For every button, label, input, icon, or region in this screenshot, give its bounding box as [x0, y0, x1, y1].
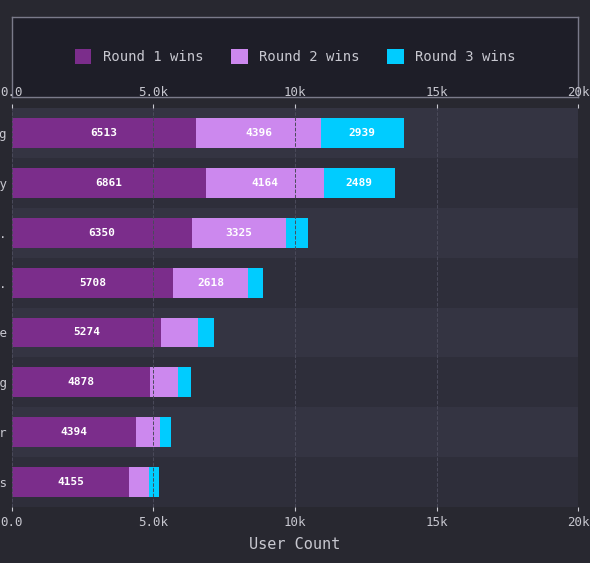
Text: 6513: 6513: [90, 128, 117, 138]
Bar: [286, 218, 309, 248]
Text: 5274: 5274: [73, 328, 100, 337]
Bar: [12, 158, 578, 208]
Bar: [324, 168, 395, 198]
Text: 4396: 4396: [245, 128, 272, 138]
Bar: [12, 358, 578, 407]
Text: 4394: 4394: [61, 427, 87, 437]
Bar: [12, 168, 206, 198]
Bar: [12, 407, 578, 457]
Text: 4878: 4878: [67, 377, 94, 387]
Bar: [12, 467, 129, 497]
Text: 6861: 6861: [96, 178, 123, 188]
Bar: [198, 318, 214, 347]
Text: 4155: 4155: [57, 477, 84, 487]
Text: 3325: 3325: [225, 228, 252, 238]
Legend: Round 1 wins, Round 2 wins, Round 3 wins: Round 1 wins, Round 2 wins, Round 3 wins: [68, 42, 522, 71]
Text: 6350: 6350: [88, 228, 115, 238]
Bar: [12, 258, 578, 307]
Bar: [160, 417, 171, 447]
Bar: [196, 118, 321, 148]
Bar: [173, 268, 248, 298]
Bar: [12, 208, 578, 258]
Bar: [12, 318, 161, 347]
Bar: [150, 367, 178, 397]
Bar: [149, 467, 159, 497]
Bar: [136, 417, 160, 447]
Bar: [161, 318, 198, 347]
Bar: [192, 218, 286, 248]
Bar: [12, 307, 578, 358]
Text: 2939: 2939: [349, 128, 376, 138]
Bar: [178, 367, 191, 397]
Text: 2618: 2618: [197, 278, 224, 288]
Bar: [12, 118, 196, 148]
Bar: [12, 457, 578, 507]
Bar: [12, 367, 150, 397]
Bar: [321, 118, 404, 148]
Bar: [12, 268, 173, 298]
Bar: [12, 109, 578, 158]
Text: 4164: 4164: [251, 178, 278, 188]
Text: 2489: 2489: [346, 178, 373, 188]
Bar: [12, 218, 192, 248]
Bar: [129, 467, 149, 497]
Text: 5708: 5708: [79, 278, 106, 288]
Bar: [248, 268, 263, 298]
Bar: [206, 168, 324, 198]
Bar: [12, 417, 136, 447]
X-axis label: User Count: User Count: [250, 537, 340, 552]
